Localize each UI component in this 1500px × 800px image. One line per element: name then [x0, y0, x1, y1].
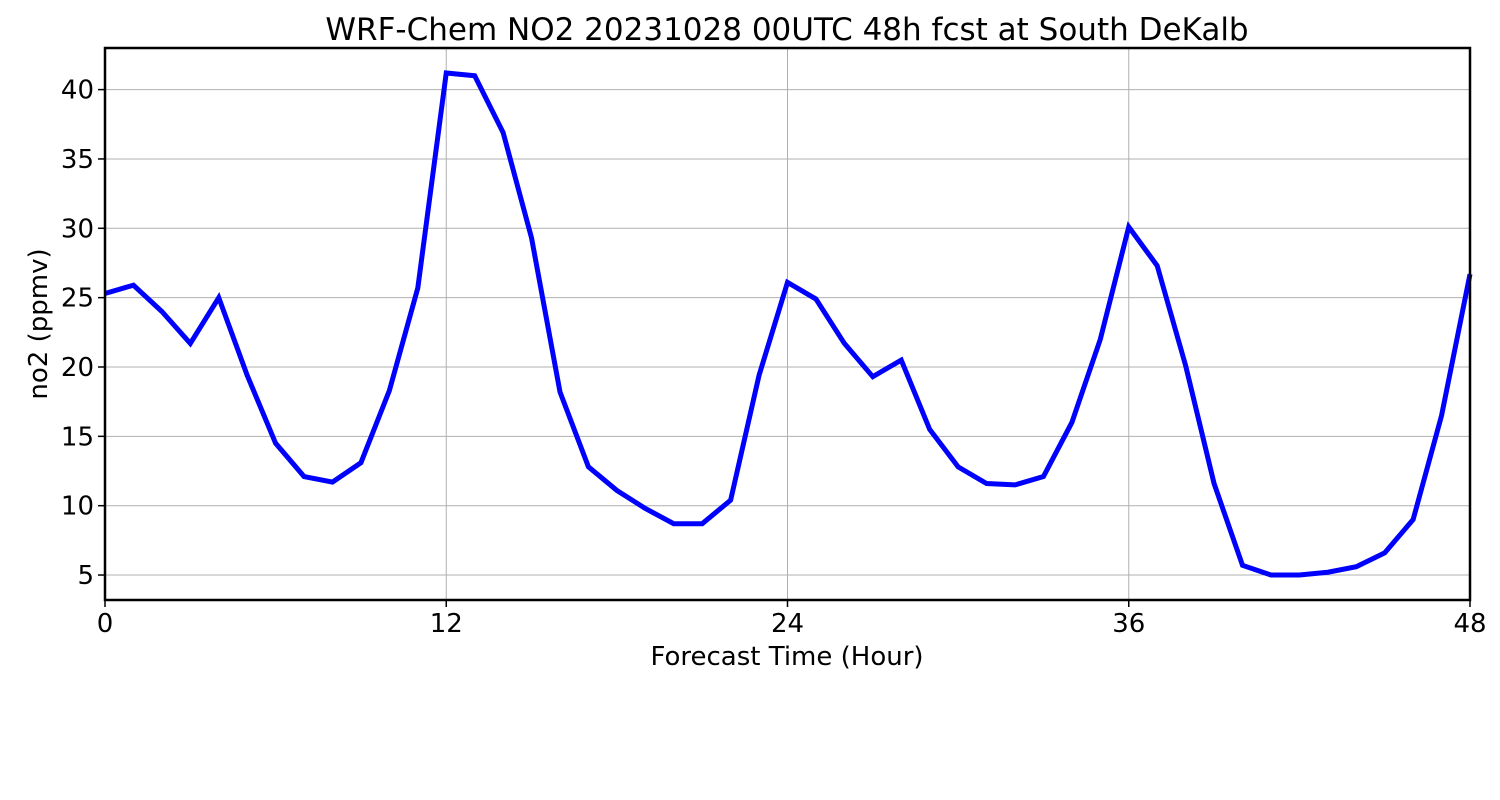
y-tick-label: 15	[61, 422, 94, 452]
y-tick-label: 30	[61, 214, 94, 244]
x-tick-label: 36	[1112, 609, 1145, 639]
x-tick-label: 48	[1453, 609, 1486, 639]
ticks	[98, 88, 1471, 607]
y-axis-label: no2 (ppmv)	[24, 248, 54, 399]
y-tick-label: 20	[61, 353, 94, 383]
x-axis-label: Forecast Time (Hour)	[650, 642, 923, 672]
grid	[104, 48, 1471, 600]
x-tick-label: 0	[97, 609, 114, 639]
series-layer	[104, 70, 1473, 578]
y-tick-label: 25	[61, 284, 94, 314]
x-tick-label: 24	[771, 609, 804, 639]
y-tick-label: 40	[61, 76, 94, 106]
y-tick-label: 35	[61, 145, 94, 175]
y-tick-labels: 5 10 15 20 25 30 35 40	[61, 76, 94, 591]
y-tick-label: 10	[61, 492, 94, 522]
x-tick-label: 12	[430, 609, 463, 639]
y-tick-label: 5	[77, 561, 94, 591]
x-tick-labels: 0 12 24 36 48	[97, 609, 1487, 639]
chart-title: WRF-Chem NO2 20231028 00UTC 48h fcst at …	[325, 12, 1248, 48]
